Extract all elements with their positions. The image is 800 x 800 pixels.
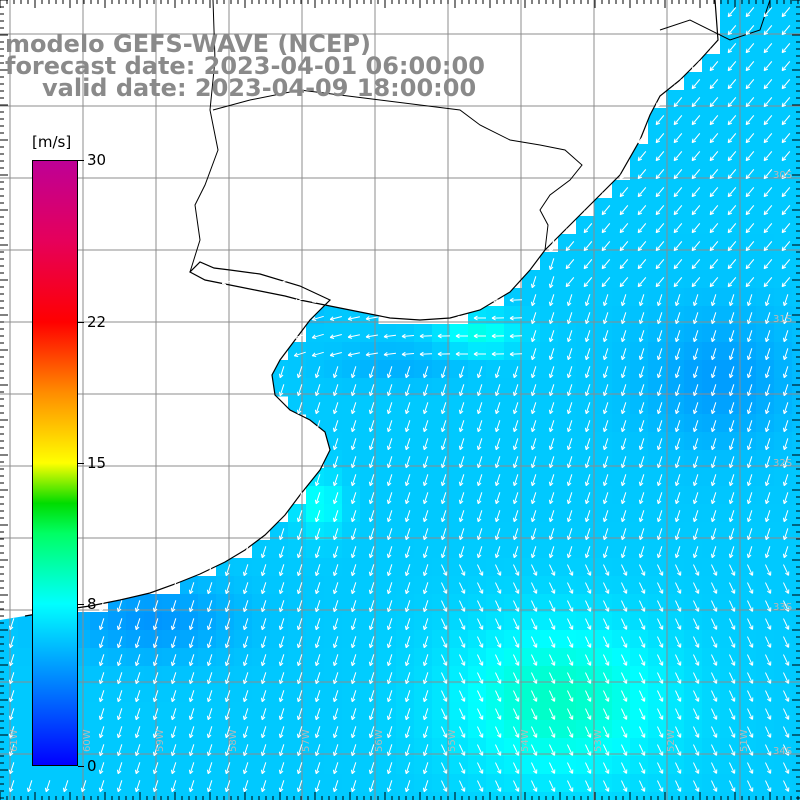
colorbar-tick-label: 22 xyxy=(87,313,107,331)
colorbar-tick-label: 0 xyxy=(87,757,97,775)
wind-vectors xyxy=(8,7,791,793)
grid-labels: 61W 60W 59W 58W 57W 56W 55W 54W 53W 52W 51W 30S 31S 3… xyxy=(9,170,792,757)
colorbar-tick-mark xyxy=(78,463,84,464)
latitude-label: 32S xyxy=(773,458,792,469)
longitude-label: 53W xyxy=(593,729,604,752)
longitude-label: 55W xyxy=(447,729,458,752)
model-title: modelo GEFS-WAVE (NCEP) xyxy=(5,30,371,58)
colorbar-tick-mark xyxy=(78,766,84,767)
valid-date: valid date: 2023-04-09 18:00:00 xyxy=(42,74,477,102)
coastline xyxy=(24,0,771,617)
longitude-label: 56W xyxy=(374,729,385,752)
colorbar-units: [m/s] xyxy=(32,133,72,151)
longitude-label: 59W xyxy=(155,729,166,752)
longitude-label: 57W xyxy=(301,729,312,752)
longitude-label: 54W xyxy=(520,729,531,752)
latitude-label: 34S xyxy=(773,746,792,757)
longitude-label: 52W xyxy=(666,729,677,752)
forecast-date: forecast date: 2023-04-01 06:00:00 xyxy=(5,52,485,80)
colorbar xyxy=(32,160,78,766)
latitude-label: 30S xyxy=(773,170,792,181)
latitude-label: 33S xyxy=(773,602,792,613)
longitude-label: 51W xyxy=(739,729,750,752)
colorbar-tick-label: 8 xyxy=(87,595,97,613)
colorbar-tick-mark xyxy=(78,322,84,323)
colorbar-tick-mark xyxy=(78,604,84,605)
colorbar-tick-mark xyxy=(78,160,84,161)
colorbar-tick-label: 30 xyxy=(87,151,107,169)
land-area xyxy=(0,0,718,620)
colorbar-tick-label: 15 xyxy=(87,454,107,472)
longitude-label: 60W xyxy=(82,729,93,752)
longitude-label: 61W xyxy=(9,729,20,752)
longitude-label: 58W xyxy=(228,729,239,752)
latitude-label: 31S xyxy=(773,314,792,325)
